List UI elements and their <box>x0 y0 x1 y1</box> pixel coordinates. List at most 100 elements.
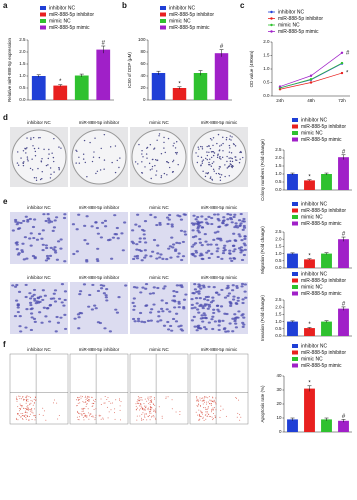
colony <box>216 142 218 145</box>
event <box>119 409 121 411</box>
event <box>154 404 156 406</box>
panel-letter: c <box>240 1 245 10</box>
colony <box>210 156 213 159</box>
bar <box>74 75 89 100</box>
y-tick-label: 0.0 <box>275 265 282 270</box>
cell <box>228 249 232 252</box>
event <box>202 416 204 418</box>
event <box>88 418 90 420</box>
cell <box>214 291 219 294</box>
colony <box>155 170 158 172</box>
y-tick-label: 2.5 <box>275 297 282 302</box>
cell <box>83 224 87 227</box>
colony <box>30 138 32 141</box>
event <box>81 410 83 412</box>
colony <box>149 169 152 171</box>
cell <box>206 299 210 302</box>
cell <box>183 230 187 233</box>
cell <box>15 248 19 251</box>
colony <box>219 173 221 176</box>
bar <box>172 88 187 100</box>
cell <box>241 228 245 231</box>
image-label: inhibitor NC <box>27 120 51 125</box>
cell <box>167 247 171 250</box>
event <box>215 403 217 405</box>
event <box>56 402 58 404</box>
cell <box>228 252 232 255</box>
cell <box>144 282 149 286</box>
legend-label: miR-888-5p inhibitor <box>301 124 346 130</box>
colony <box>148 162 151 165</box>
event <box>22 413 24 415</box>
event <box>34 419 36 421</box>
colony <box>151 158 154 161</box>
cell <box>18 315 22 318</box>
event <box>18 395 20 397</box>
cell <box>110 257 114 260</box>
colony <box>138 143 140 146</box>
colony <box>200 164 202 167</box>
colony <box>89 141 91 144</box>
colony <box>154 159 157 161</box>
y-tick-label: 20 <box>276 401 282 406</box>
image-label: mimic NC <box>149 347 169 352</box>
colony <box>53 137 55 140</box>
legend-label: miR-888-5p mimic <box>278 29 319 35</box>
cell <box>177 300 181 304</box>
colony <box>228 157 230 159</box>
event <box>19 403 21 405</box>
event <box>94 419 96 421</box>
cell <box>105 299 109 302</box>
cell <box>226 294 230 297</box>
cell <box>207 249 211 252</box>
event <box>200 416 202 418</box>
cell <box>161 310 165 313</box>
colony <box>174 151 177 154</box>
cell <box>171 299 175 302</box>
cell <box>241 325 245 329</box>
colony <box>50 173 52 176</box>
bar <box>287 253 298 268</box>
event <box>77 399 79 401</box>
event <box>19 410 21 412</box>
event <box>212 408 214 410</box>
event <box>29 396 31 398</box>
colony <box>26 158 29 160</box>
cell <box>149 213 153 216</box>
cell <box>207 321 211 324</box>
colony <box>226 160 228 163</box>
cell <box>241 321 245 324</box>
event <box>81 413 83 415</box>
event <box>77 402 79 404</box>
cell <box>198 284 202 287</box>
colony <box>208 151 210 153</box>
image-label: mimic NC <box>149 275 169 280</box>
cell <box>197 311 201 314</box>
colony <box>141 172 144 174</box>
event <box>205 396 207 398</box>
event <box>86 400 88 402</box>
cell <box>193 325 197 328</box>
colony <box>58 146 60 148</box>
cell <box>207 256 211 260</box>
event <box>89 413 91 415</box>
cell <box>23 236 27 239</box>
colony <box>234 159 237 161</box>
cell <box>230 221 234 224</box>
cell <box>20 249 24 252</box>
colony <box>215 172 218 175</box>
cell <box>215 250 219 253</box>
cell <box>35 238 40 241</box>
event <box>200 412 202 414</box>
colony <box>134 161 137 163</box>
cell <box>230 259 234 262</box>
cell <box>231 244 236 247</box>
cell <box>32 288 37 292</box>
significance-mark: # <box>220 44 224 50</box>
colony <box>32 136 35 139</box>
event <box>25 402 27 404</box>
event <box>139 397 141 399</box>
legend-swatch <box>292 272 298 276</box>
colony <box>160 175 163 177</box>
event <box>42 407 44 409</box>
